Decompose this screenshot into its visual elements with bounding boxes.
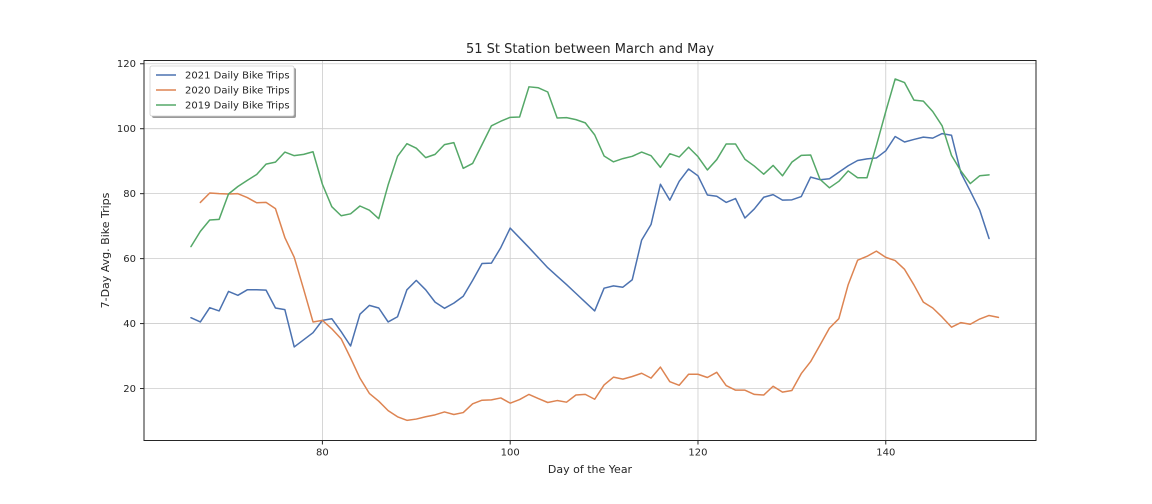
y-tick-label: 40 xyxy=(123,319,136,330)
x-tick-label: 100 xyxy=(501,448,520,459)
series-line-0 xyxy=(190,132,990,348)
series-line-2 xyxy=(190,78,990,248)
x-tick-label: 140 xyxy=(876,448,895,459)
y-tick-label: 20 xyxy=(123,384,136,395)
x-axis-label: Day of the Year xyxy=(548,463,633,476)
legend: 2021 Daily Bike Trips 2020 Daily Bike Tri… xyxy=(149,65,296,118)
y-axis-label: 7-Day Avg. Bike Trips xyxy=(99,192,112,308)
y-tick-label: 120 xyxy=(117,59,136,70)
axis-ticks: 80 100 120 140 20 40 60 80 100 120 xyxy=(117,59,895,458)
series-lines xyxy=(190,78,1000,422)
y-tick-label: 60 xyxy=(123,254,136,265)
chart-title: 51 St Station between March and May xyxy=(466,42,714,57)
series-line-1 xyxy=(199,192,1000,422)
y-tick-label: 80 xyxy=(123,189,136,200)
x-tick-label: 80 xyxy=(316,448,329,459)
plot-frame xyxy=(143,60,1037,441)
legend-entry-0: 2021 Daily Bike Trips xyxy=(185,71,290,82)
legend-entry-1: 2020 Daily Bike Trips xyxy=(185,86,290,97)
legend-entry-2: 2019 Daily Bike Trips xyxy=(185,101,290,112)
legend-box xyxy=(149,65,295,117)
x-tick-label: 120 xyxy=(688,448,707,459)
y-tick-label: 100 xyxy=(117,124,136,135)
